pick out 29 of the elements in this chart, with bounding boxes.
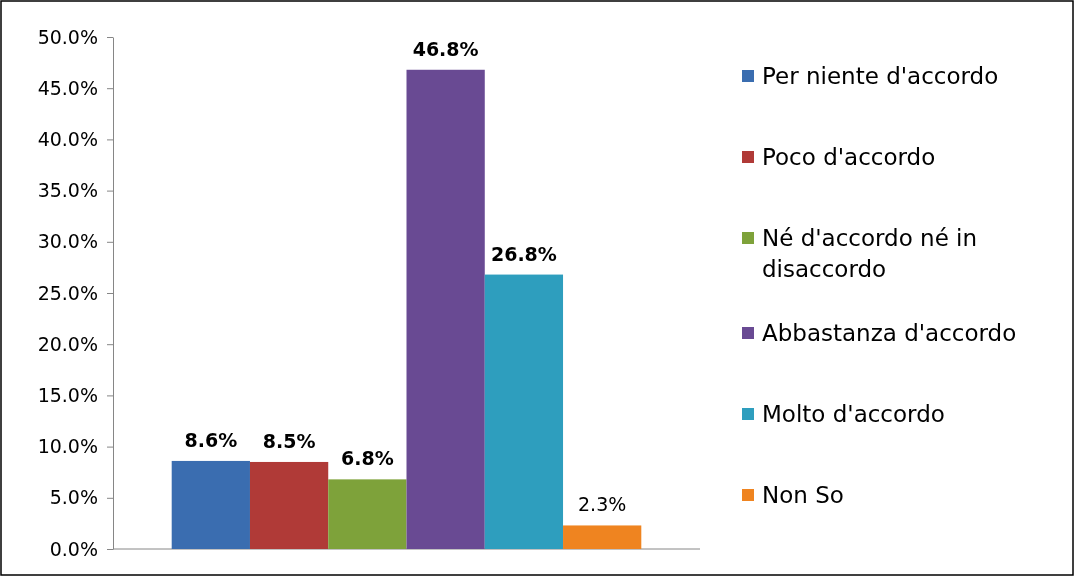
legend-label: Poco d'accordo bbox=[762, 144, 936, 170]
bar bbox=[328, 479, 407, 549]
data-label: 6.8% bbox=[341, 447, 394, 470]
data-label: 26.8% bbox=[490, 242, 557, 265]
data-label: 8.5% bbox=[262, 429, 316, 452]
bar bbox=[563, 525, 642, 549]
y-tick-label: 40.0% bbox=[37, 127, 98, 150]
bar bbox=[406, 69, 485, 549]
y-tick-label: 50.0% bbox=[37, 25, 98, 48]
legend-label: Né d'accordo né in disaccordo bbox=[762, 225, 978, 282]
bar bbox=[249, 461, 329, 549]
y-tick-label: 30.0% bbox=[37, 230, 98, 253]
y-tick-label: 20.0% bbox=[37, 332, 98, 355]
y-tick-label: 35.0% bbox=[37, 179, 98, 202]
y-tick-label: 25.0% bbox=[37, 281, 98, 304]
data-label: 8.6% bbox=[184, 428, 238, 451]
legend-label: Molto d'accordo bbox=[762, 401, 945, 427]
legend-label: Per niente d'accordo bbox=[762, 63, 999, 89]
data-label: 46.8% bbox=[412, 37, 479, 60]
y-tick-label: 15.0% bbox=[37, 383, 98, 406]
legend-label: Non So bbox=[762, 482, 844, 508]
y-tick-label: 45.0% bbox=[37, 76, 98, 99]
bar bbox=[484, 274, 564, 549]
data-label: 2.3% bbox=[578, 493, 627, 516]
y-tick-label: 5.0% bbox=[49, 486, 98, 509]
bar bbox=[171, 460, 250, 549]
legend-label: Abbastanza d'accordo bbox=[762, 320, 1017, 346]
y-tick-label: 10.0% bbox=[37, 435, 98, 458]
y-tick-label: 0.0% bbox=[49, 537, 98, 560]
